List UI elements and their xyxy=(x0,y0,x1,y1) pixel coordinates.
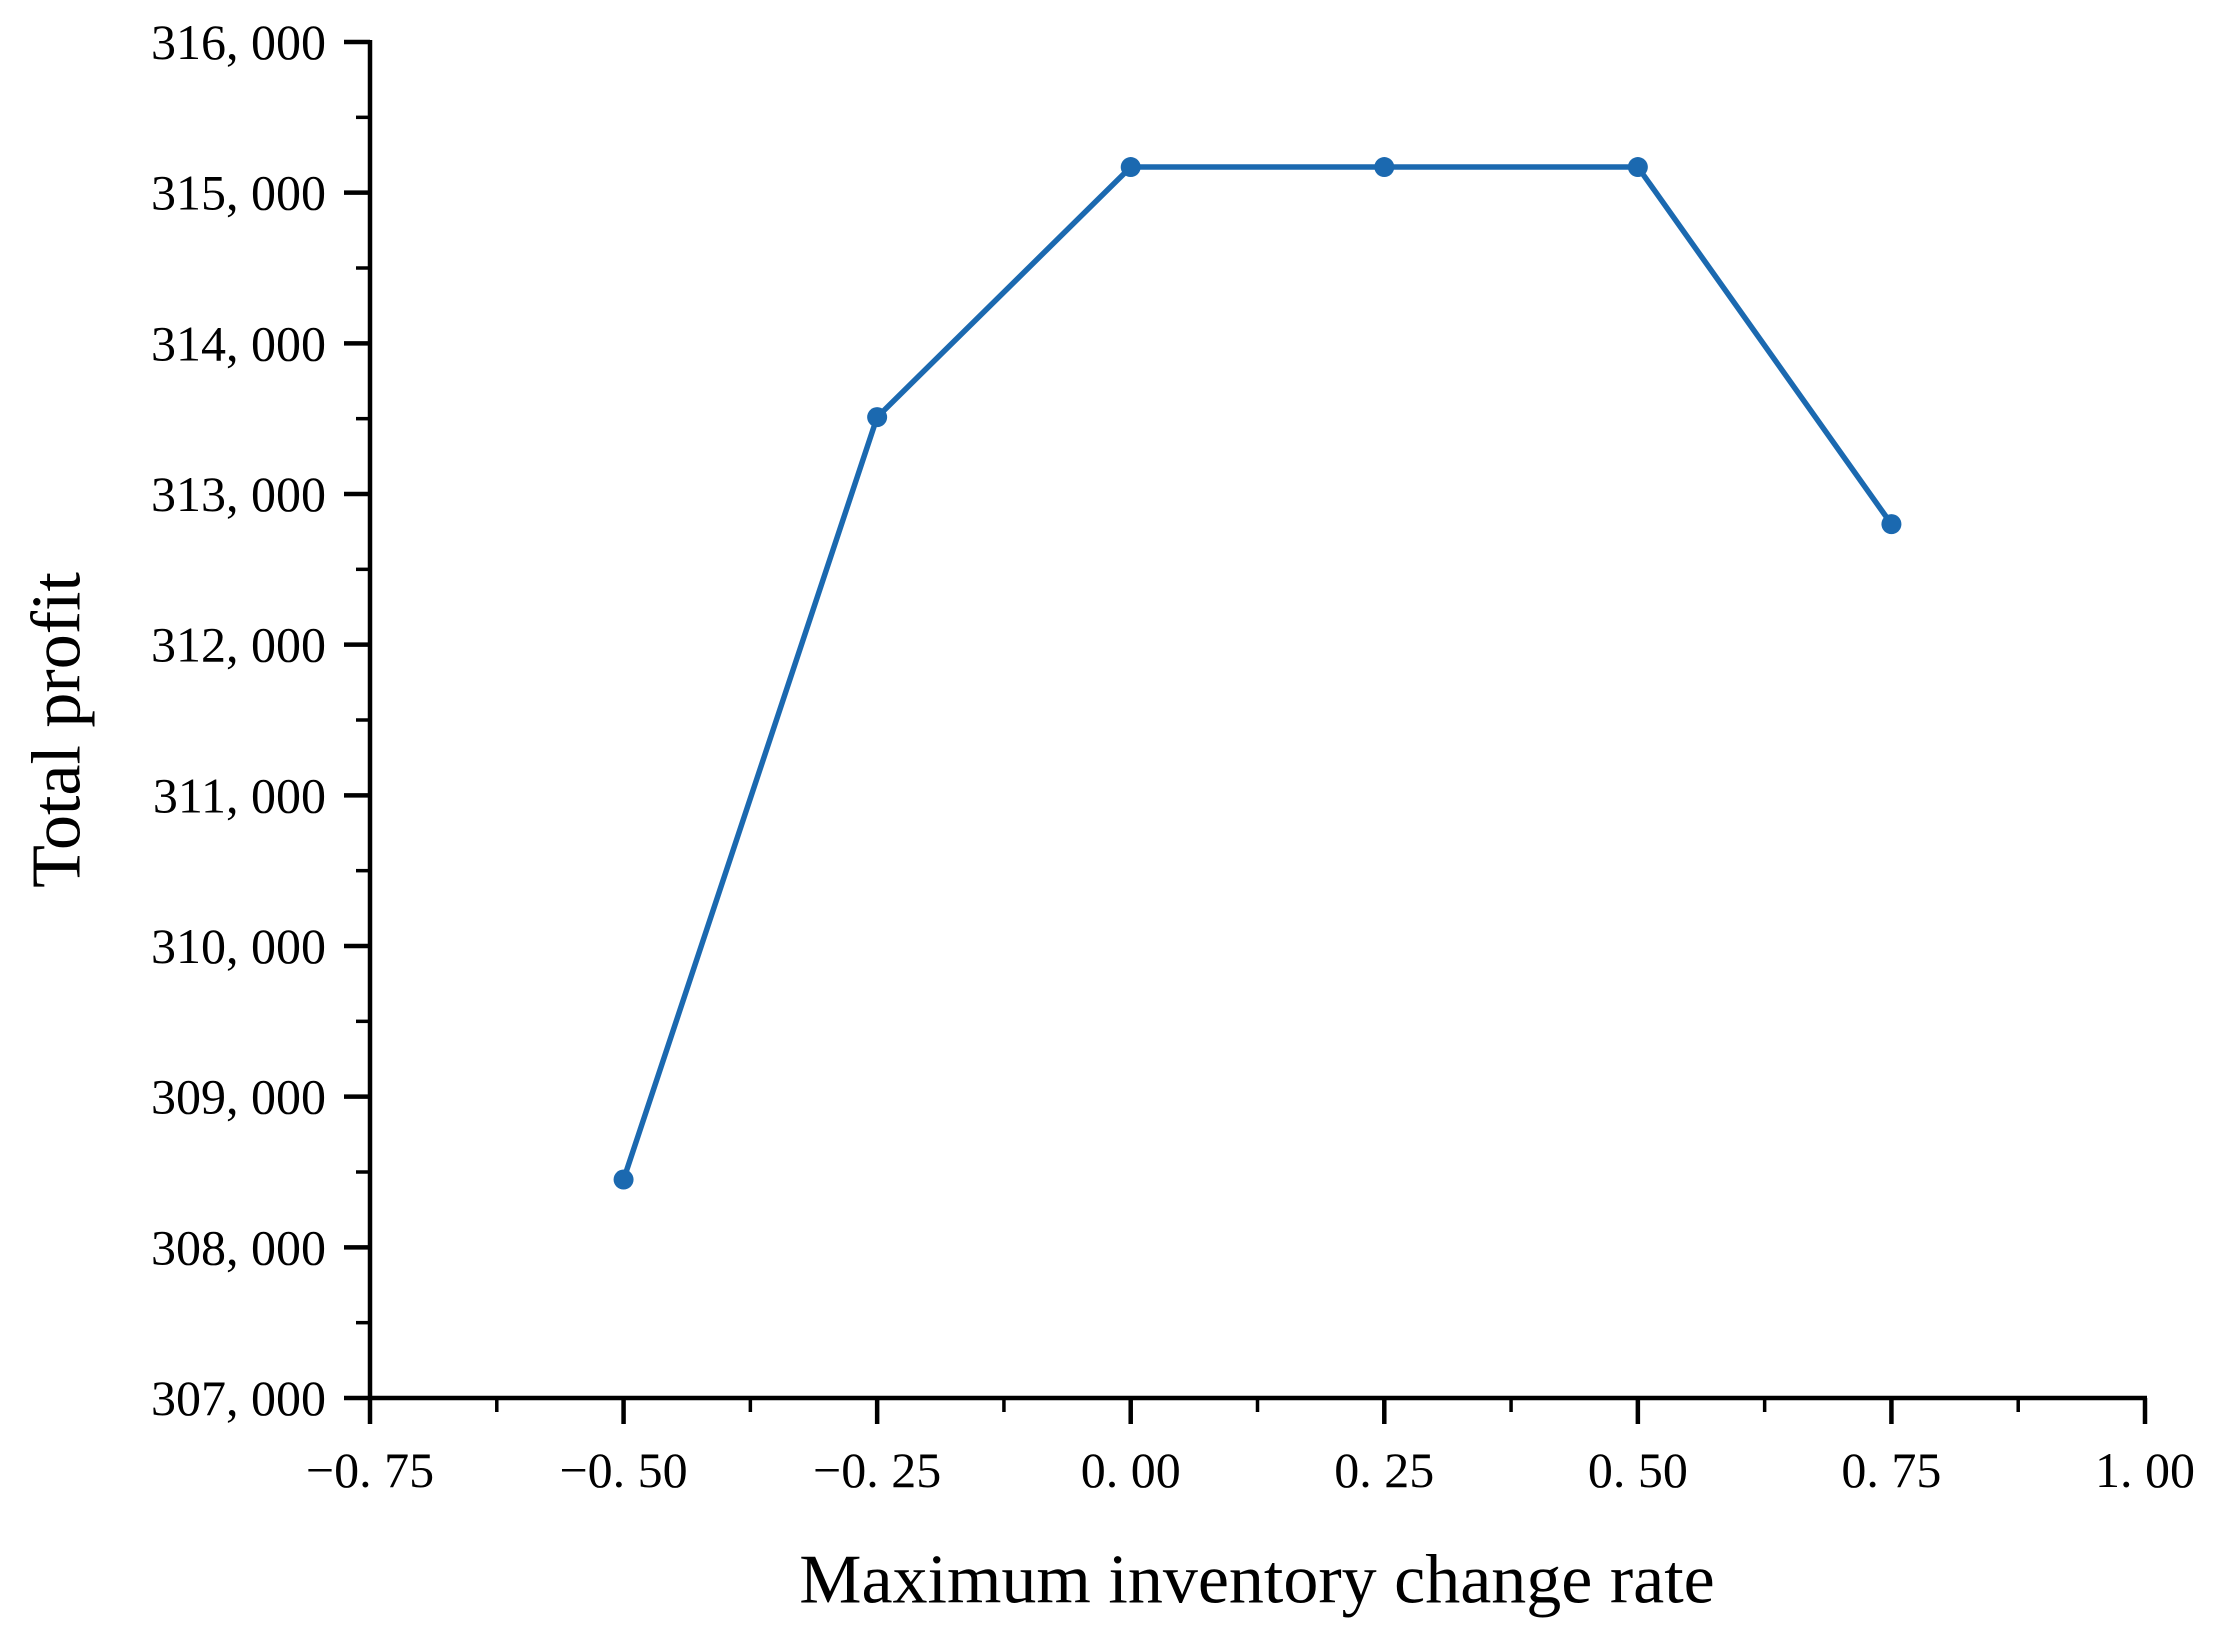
y-tick-label: 314, 000 xyxy=(151,315,326,371)
y-tick-label: 312, 000 xyxy=(151,617,326,673)
series-line xyxy=(620,164,1894,1181)
x-tick-label: 0. 75 xyxy=(1841,1442,1941,1498)
y-tick-label: 310, 000 xyxy=(151,918,326,974)
x-tick-label: −0. 25 xyxy=(813,1442,941,1498)
y-axis-title: Total profit xyxy=(19,572,96,888)
x-tick-label: −0. 75 xyxy=(306,1442,434,1498)
data-point-marker xyxy=(613,1169,634,1190)
x-axis-title: Maximum inventory change rate xyxy=(799,1542,1715,1619)
data-point-marker xyxy=(1120,157,1141,178)
x-tick-label: 1. 00 xyxy=(2095,1442,2195,1498)
data-point-marker xyxy=(1881,514,1902,535)
data-point-marker xyxy=(867,407,888,428)
plot-area: −0. 75 −0. 50 −0. 25 0. 00 0. 25 0. 50 0. 75 1.… xyxy=(151,14,2195,1498)
data-point-marker xyxy=(1627,157,1648,178)
y-tick-label: 309, 000 xyxy=(151,1069,326,1125)
x-tick-label: 0. 50 xyxy=(1588,1442,1688,1498)
x-tick-label: −0. 50 xyxy=(559,1442,687,1498)
x-tick-label: 0. 00 xyxy=(1081,1442,1181,1498)
y-tick-label: 315, 000 xyxy=(151,165,326,221)
y-tick-label: 308, 000 xyxy=(151,1219,326,1275)
y-tick-label: 313, 000 xyxy=(151,466,326,522)
y-tick-label: 316, 000 xyxy=(151,14,326,70)
data-point-marker xyxy=(1374,157,1395,178)
y-tick-label: 307, 000 xyxy=(151,1370,326,1426)
x-tick-label: 0. 25 xyxy=(1334,1442,1434,1498)
y-tick-label: 311, 000 xyxy=(153,767,326,823)
